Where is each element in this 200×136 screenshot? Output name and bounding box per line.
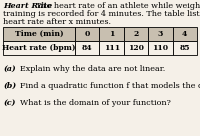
Text: (b): (b) xyxy=(3,82,16,90)
Text: (c): (c) xyxy=(3,99,15,107)
Text: 84: 84 xyxy=(82,44,93,52)
Text: heart rate after x minutes.: heart rate after x minutes. xyxy=(3,18,111,26)
Text: What is the domain of your function?: What is the domain of your function? xyxy=(20,99,171,107)
Bar xyxy=(124,27,148,41)
Text: 111: 111 xyxy=(104,44,120,52)
Text: 85: 85 xyxy=(180,44,190,52)
Text: 4: 4 xyxy=(182,30,187,38)
Bar xyxy=(75,27,99,41)
Bar xyxy=(99,41,124,55)
Bar xyxy=(3,41,75,55)
Text: 1: 1 xyxy=(109,30,114,38)
Bar xyxy=(124,41,148,55)
Text: 120: 120 xyxy=(128,44,144,52)
Bar xyxy=(148,41,173,55)
Text: 110: 110 xyxy=(152,44,168,52)
Bar xyxy=(173,41,197,55)
Text: training is recorded for 4 minutes. The table lists the: training is recorded for 4 minutes. The … xyxy=(3,10,200,18)
Text: Find a quadratic function f that models the data.: Find a quadratic function f that models … xyxy=(20,82,200,90)
Text: Heart Rate: Heart Rate xyxy=(3,2,52,10)
Bar xyxy=(99,27,124,41)
Text: 2: 2 xyxy=(133,30,139,38)
Text: 0: 0 xyxy=(85,30,90,38)
Text: (a): (a) xyxy=(3,65,16,73)
Text: The heart rate of an athlete while weight: The heart rate of an athlete while weigh… xyxy=(31,2,200,10)
Bar xyxy=(3,27,75,41)
Bar xyxy=(148,27,173,41)
Text: Time (min): Time (min) xyxy=(15,30,63,38)
Text: Explain why the data are not linear.: Explain why the data are not linear. xyxy=(20,65,165,73)
Text: 3: 3 xyxy=(158,30,163,38)
Text: Heart rate (bpm): Heart rate (bpm) xyxy=(2,44,76,52)
Bar xyxy=(173,27,197,41)
Bar xyxy=(75,41,99,55)
